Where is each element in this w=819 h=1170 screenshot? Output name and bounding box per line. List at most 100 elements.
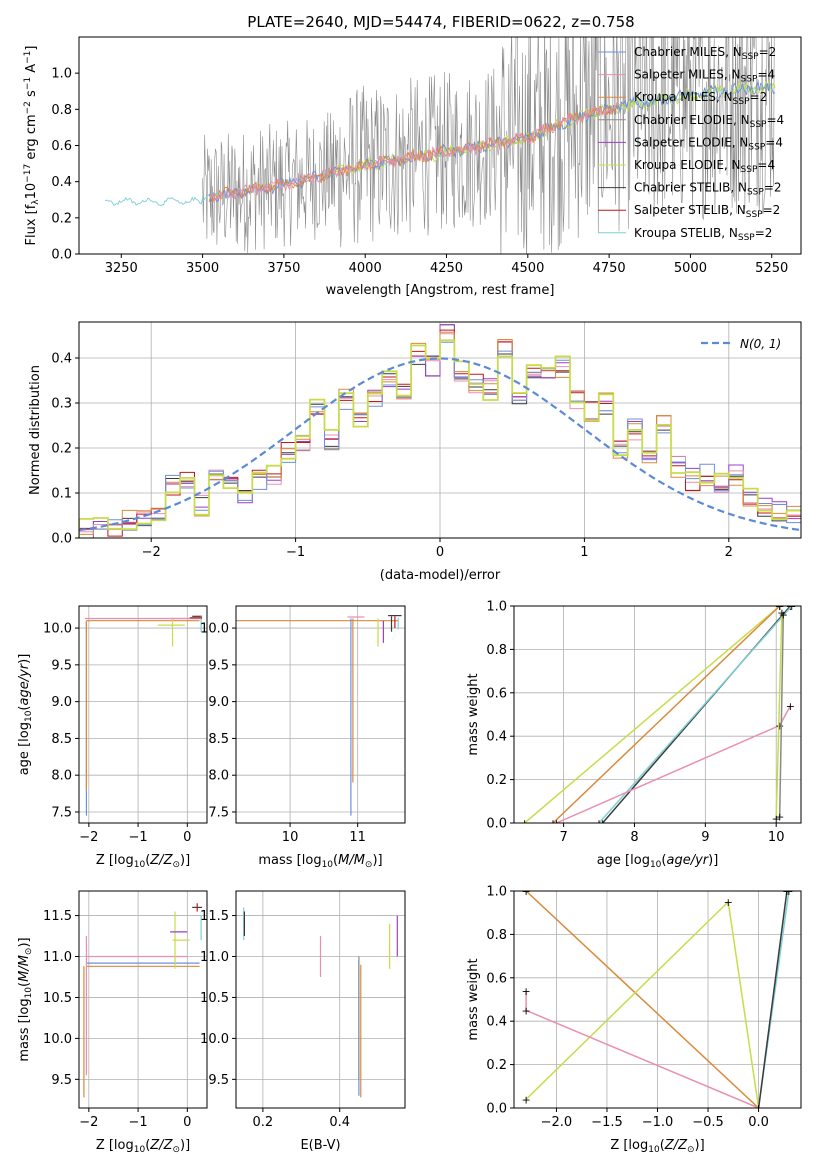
label-part: =4 (765, 135, 783, 149)
label-part: 10 (648, 1145, 660, 1155)
x-tick-label: 11 (349, 830, 366, 845)
x-tick-label: 4250 (430, 261, 463, 276)
weight-line (525, 900, 760, 1108)
label-part: age [log (17, 722, 32, 775)
y-tick-label: 10.0 (43, 622, 72, 637)
label-part: 10 (134, 860, 146, 870)
x-tick-label: −2 (79, 1115, 98, 1130)
axes-frame (78, 321, 802, 539)
x-axis-label: Z [log10(Z/Z⊙)] (96, 1138, 190, 1155)
weight-marker: + (775, 600, 784, 613)
panel-age-vs-z: −2 −1 07.58.08.59.09.510.0Z [log10(Z/Z⊙)]a… (17, 605, 208, 870)
y-tick-label: 11.5 (200, 909, 229, 924)
x-tick-label: −1 (128, 1115, 147, 1130)
label-part: Salpeter ELODIE, N (634, 135, 748, 149)
x-tick-label: 3500 (186, 261, 219, 276)
x-tick-label: 0.2 (253, 1115, 274, 1130)
label-part: SSP (747, 188, 764, 198)
y-axis-label: Normed distribution (28, 365, 43, 495)
panel-spectrum: 3250 3500 3750 4000 4250 4500 4750 5000 5250 0.0 0… (23, 36, 802, 298)
label-part: s (24, 90, 39, 101)
y-tick-label: 9.5 (208, 1073, 229, 1088)
label-part: −17 (23, 164, 33, 183)
label-part: age [log (597, 853, 650, 868)
label-part: Z [log (610, 1138, 648, 1153)
y-tick-label: 8.5 (208, 732, 229, 747)
weight-marker: + (775, 600, 784, 613)
y-tick-label: 9.5 (208, 658, 229, 673)
label-part: )] (17, 937, 32, 947)
x-tick-label: 10 (768, 830, 785, 845)
plot-area (236, 606, 405, 823)
model-spectrum (208, 100, 620, 202)
label-part: =4 (757, 68, 775, 82)
weight-marker: + (772, 813, 781, 826)
label-part: ] (24, 46, 39, 51)
x-tick-label: 3250 (105, 261, 138, 276)
x-tick-label: 3750 (267, 261, 300, 276)
normal-curve (79, 357, 801, 532)
weight-line (552, 606, 781, 823)
label-part: λ (31, 199, 41, 205)
y-tick-label: 0.0 (486, 1102, 507, 1117)
y-tick-label: 8.0 (51, 769, 72, 784)
label-part: 10 (650, 860, 662, 870)
label-part: mass [log (17, 998, 32, 1061)
label-part: SSP (742, 52, 759, 62)
y-tick-label: 0.2 (51, 211, 72, 226)
y-tick-label: 8.5 (51, 732, 72, 747)
y-axis-label: mass [log10(M/M⊙)] (17, 937, 34, 1061)
y-tick-label: 0.8 (486, 643, 507, 658)
y-tick-label: 0.4 (51, 175, 72, 190)
y-tick-label: 7.5 (51, 805, 72, 820)
x-tick-label: 2 (725, 545, 733, 560)
weight-marker: + (787, 600, 796, 613)
weight-marker: + (775, 719, 784, 732)
label-part: =4 (757, 158, 775, 172)
legend-entry: Chabrier ELODIE, NSSP=4 (634, 113, 784, 130)
x-tick-label: 5000 (674, 261, 707, 276)
label-part: ( (145, 853, 150, 868)
label-part: =2 (763, 203, 781, 217)
y-tick-label: 0.4 (486, 1015, 507, 1030)
label-part: ( (660, 1138, 665, 1153)
weight-marker: + (784, 885, 793, 898)
label-part: ⊙ (172, 1145, 180, 1155)
legend-entry: Chabrier MILES, NSSP=2 (634, 45, 776, 62)
weight-marker: + (724, 896, 733, 909)
label-part: =4 (766, 113, 784, 127)
label-part: −1 (23, 77, 33, 90)
label-part: Kroupa STELIB, N (634, 226, 738, 240)
label-part: 10 (134, 1145, 146, 1155)
legend-entry: Chabrier STELIB, NSSP=2 (634, 181, 782, 198)
x-tick-label: −0.5 (692, 1115, 724, 1130)
x-tick-label: 7 (559, 830, 567, 845)
weight-marker: + (777, 607, 786, 620)
label-part: Chabrier MILES, N (634, 45, 742, 59)
x-tick-label: 0 (183, 830, 191, 845)
y-tick-label: 7.5 (208, 805, 229, 820)
y-tick-label: 9.0 (208, 695, 229, 710)
y-tick-label: 10.0 (43, 1032, 72, 1047)
label-part: Z/Z (149, 853, 173, 868)
legend-entry: N(0, 1) (740, 337, 781, 351)
axes-frame (78, 605, 208, 824)
label-part: =2 (759, 45, 777, 59)
x-tick-label: −1 (286, 545, 305, 560)
plot-area (236, 891, 405, 1108)
y-tick-label: 0.3 (51, 397, 72, 412)
plot-area (104, 37, 776, 254)
plot-area (79, 606, 207, 823)
label-part: Kroupa ELODIE, N (634, 158, 741, 172)
y-tick-label: 0.6 (486, 971, 507, 986)
weight-marker: + (786, 600, 795, 613)
label-part: ( (17, 706, 32, 711)
label-part: )] (695, 1138, 705, 1153)
panel-mass-vs-z: −2 −1 09.510.010.511.011.5Z [log10(Z/Z⊙)]m… (17, 890, 208, 1155)
label-part: ⊙ (24, 948, 34, 956)
y-tick-label: 0.6 (51, 139, 72, 154)
label-part: ( (661, 853, 666, 868)
axes-frame (513, 605, 802, 824)
y-tick-label: 0.0 (51, 532, 72, 547)
label-part: Z/Z (149, 1138, 173, 1153)
